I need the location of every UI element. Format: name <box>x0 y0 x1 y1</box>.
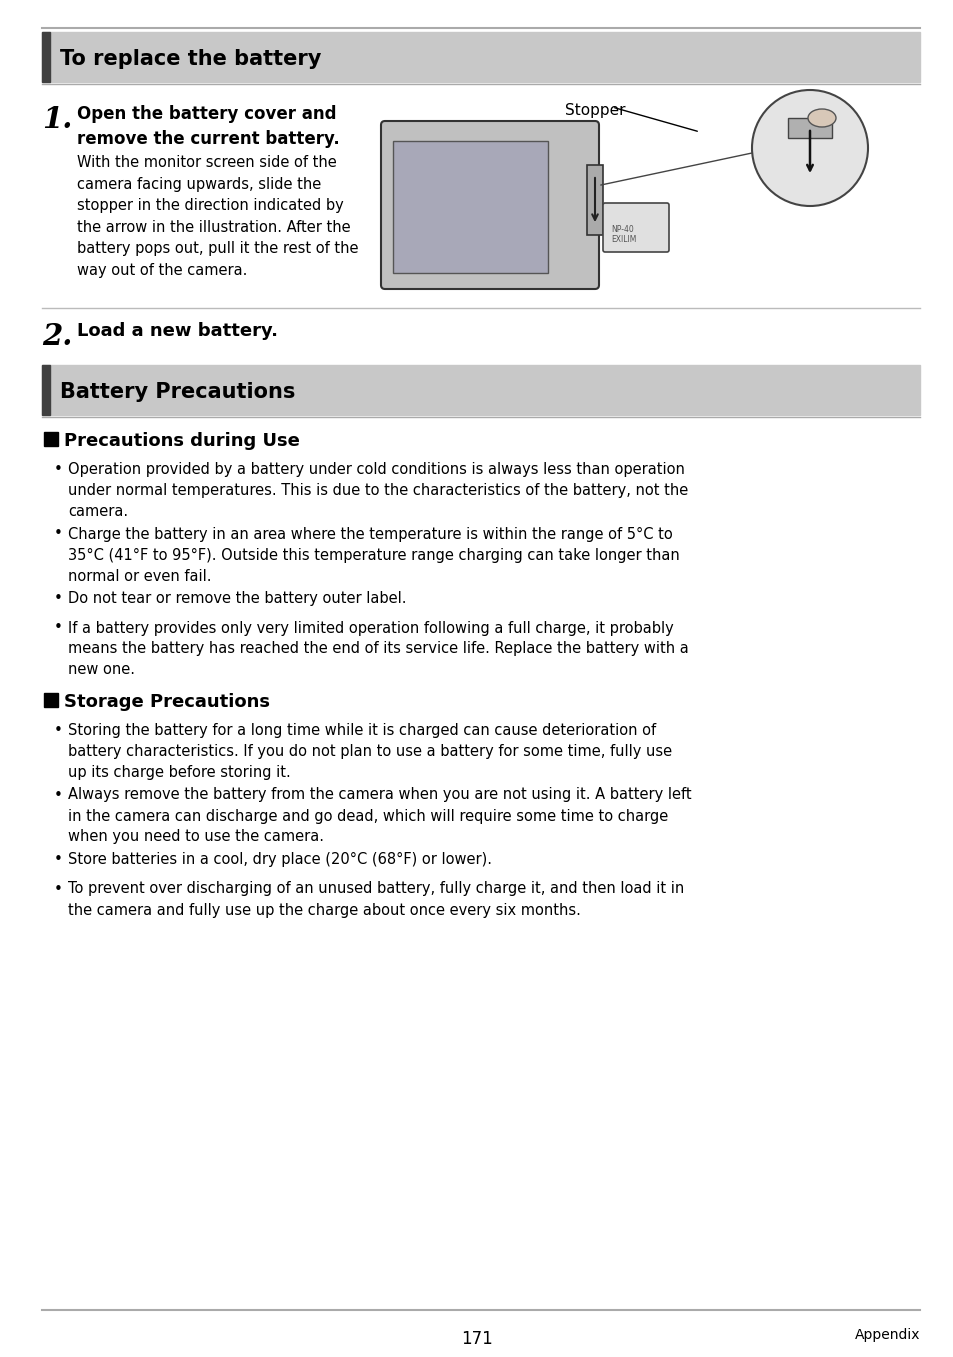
FancyBboxPatch shape <box>602 204 668 252</box>
Text: Stopper: Stopper <box>564 103 625 118</box>
Text: Battery Precautions: Battery Precautions <box>60 383 295 402</box>
Text: 2.: 2. <box>42 322 72 351</box>
Text: •: • <box>54 882 63 897</box>
Text: Load a new battery.: Load a new battery. <box>77 322 277 341</box>
Text: •: • <box>54 723 63 738</box>
Text: Store batteries in a cool, dry place (20°C (68°F) or lower).: Store batteries in a cool, dry place (20… <box>68 852 492 867</box>
Text: Open the battery cover and
remove the current battery.: Open the battery cover and remove the cu… <box>77 104 339 148</box>
Bar <box>42 33 919 81</box>
Text: 171: 171 <box>460 1330 493 1348</box>
Text: To prevent over discharging of an unused battery, fully charge it, and then load: To prevent over discharging of an unused… <box>68 882 683 917</box>
Ellipse shape <box>807 109 835 128</box>
Text: Charge the battery in an area where the temperature is within the range of 5°C t: Charge the battery in an area where the … <box>68 527 679 584</box>
Bar <box>42 365 919 415</box>
Text: 1.: 1. <box>42 104 72 134</box>
Text: Storage Precautions: Storage Precautions <box>64 693 270 711</box>
Text: •: • <box>54 852 63 867</box>
Bar <box>44 693 58 707</box>
Text: Operation provided by a battery under cold conditions is always less than operat: Operation provided by a battery under co… <box>68 461 687 518</box>
Text: Storing the battery for a long time while it is charged can cause deterioration : Storing the battery for a long time whil… <box>68 723 672 780</box>
Text: •: • <box>54 787 63 802</box>
Text: NP-40: NP-40 <box>610 225 633 233</box>
Text: Precautions during Use: Precautions during Use <box>64 432 299 451</box>
Bar <box>44 432 58 446</box>
Bar <box>42 33 50 81</box>
Bar <box>393 141 547 273</box>
Text: •: • <box>54 592 63 607</box>
Text: Appendix: Appendix <box>854 1329 919 1342</box>
Text: •: • <box>54 461 63 478</box>
Text: If a battery provides only very limited operation following a full charge, it pr: If a battery provides only very limited … <box>68 620 688 677</box>
Text: To replace the battery: To replace the battery <box>60 49 321 69</box>
Text: •: • <box>54 527 63 541</box>
Text: Do not tear or remove the battery outer label.: Do not tear or remove the battery outer … <box>68 592 406 607</box>
Circle shape <box>751 90 867 206</box>
Bar <box>42 365 50 415</box>
Bar <box>787 118 831 138</box>
FancyBboxPatch shape <box>380 121 598 289</box>
Bar <box>586 166 602 235</box>
Text: With the monitor screen side of the
camera facing upwards, slide the
stopper in : With the monitor screen side of the came… <box>77 155 358 278</box>
Text: Always remove the battery from the camera when you are not using it. A battery l: Always remove the battery from the camer… <box>68 787 691 844</box>
Text: •: • <box>54 620 63 635</box>
Text: EXILIM: EXILIM <box>610 235 636 244</box>
